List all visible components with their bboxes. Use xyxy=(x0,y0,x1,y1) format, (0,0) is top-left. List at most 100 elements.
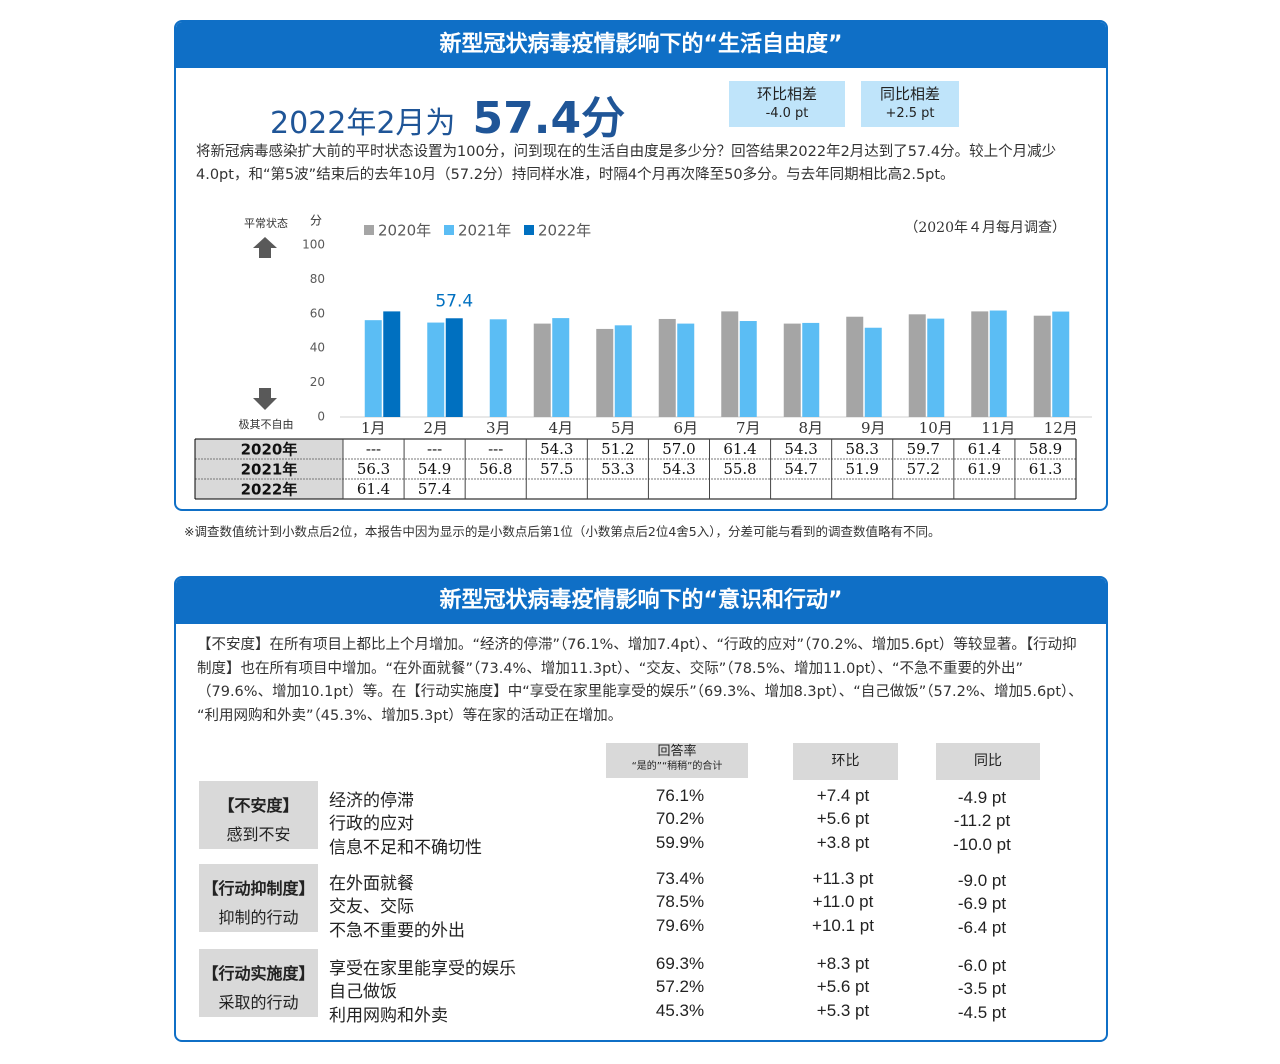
item-mom: +10.1 pt xyxy=(812,915,874,935)
chart-note: （2020年４月每月调查） xyxy=(904,220,1066,236)
legend-swatch xyxy=(444,225,454,235)
item-yoy: -3.5 pt xyxy=(957,979,1007,999)
badge-label: 环比相差 xyxy=(756,85,817,103)
x-tick-label: 5月 xyxy=(611,419,636,437)
group-label: 【行动实施度】 xyxy=(202,964,315,983)
header-mom: 环比 xyxy=(793,743,898,780)
bar xyxy=(971,311,989,417)
item-mom: +5.6 pt xyxy=(816,809,870,829)
legend-label: 2022年 xyxy=(538,222,591,240)
table-cell: 58.3 xyxy=(846,440,879,458)
table-cell: 53.3 xyxy=(601,460,634,478)
legend-swatch xyxy=(364,225,374,235)
group-box xyxy=(199,864,318,932)
bar xyxy=(677,323,695,417)
item-mom: +11.3 pt xyxy=(812,869,874,888)
bar xyxy=(533,323,551,417)
table-cell: 51.9 xyxy=(846,460,879,478)
item-yoy: -6.9 pt xyxy=(957,894,1007,914)
top-label: 平常状态 xyxy=(244,216,288,230)
panel-title: 新型冠状病毒疫情影响下的“意识和行动” xyxy=(176,578,1106,624)
item-yoy: -10.0 pt xyxy=(953,834,1011,854)
item-name: 信息不足和不确切性 xyxy=(329,837,482,858)
bar xyxy=(658,318,676,417)
item-rate: 45.3% xyxy=(655,1000,705,1020)
x-tick-label: 6月 xyxy=(673,419,698,437)
item-rate: 78.5% xyxy=(655,892,705,912)
item-mom: +8.3 pt xyxy=(816,954,870,973)
bar xyxy=(802,322,820,417)
footnote: ※调查数值统计到小数点后2位，本报告中因为显示的是小数点后第1位（小数第点后2位… xyxy=(184,524,941,539)
item-mom: +7.4 pt xyxy=(816,786,870,805)
item-name: 行政的应对 xyxy=(329,814,414,835)
bar xyxy=(864,327,882,417)
item-rate: 76.1% xyxy=(655,786,705,805)
x-tick-label: 7月 xyxy=(736,419,761,437)
group-sublabel: 感到不安 xyxy=(226,825,291,844)
panel-freedom: 新型冠状病毒疫情影响下的“生活自由度” xyxy=(174,20,1108,511)
y-tick-label: 40 xyxy=(310,341,325,355)
item-yoy: -4.9 pt xyxy=(957,788,1007,807)
header-subtext: “是的”“稍稍”的合计 xyxy=(631,761,723,772)
x-tick-label: 11月 xyxy=(981,419,1015,437)
group-sublabel: 抑制的行动 xyxy=(218,908,299,927)
bar xyxy=(1052,311,1070,417)
item-yoy: -9.0 pt xyxy=(957,871,1007,890)
arrow-down xyxy=(253,388,277,410)
bar xyxy=(908,314,926,417)
badge-value: -4.0 pt xyxy=(765,106,809,121)
table-cell: 54.7 xyxy=(784,460,817,478)
bar xyxy=(927,318,945,417)
table-cell: 61.9 xyxy=(968,460,1001,478)
table-cell: 54.3 xyxy=(784,440,817,458)
item-mom: +11.0 pt xyxy=(812,892,874,912)
table-cell: 57.0 xyxy=(662,440,695,458)
item-name: 经济的停滞 xyxy=(329,791,414,811)
table-head-bg xyxy=(195,439,343,499)
item-yoy: -6.0 pt xyxy=(957,956,1007,975)
item-name: 自己做饭 xyxy=(329,982,397,1003)
legend-label: 2020年 xyxy=(378,222,431,240)
badge: 环比相差 -4.0 pt xyxy=(729,81,845,127)
bar xyxy=(1033,315,1051,417)
item-name: 在外面就餐 xyxy=(329,874,414,894)
legend-label: 2021年 xyxy=(458,222,511,240)
item-name: 交友、交际 xyxy=(329,897,414,918)
table-cell: 54.3 xyxy=(662,460,695,478)
badge: 同比相差 +2.5 pt xyxy=(861,81,959,127)
y-tick-label: 60 xyxy=(310,306,325,320)
table-cell: 55.8 xyxy=(723,460,756,478)
header-text: 回答率 xyxy=(657,744,697,759)
bar xyxy=(364,320,382,417)
table-cell: --- xyxy=(488,440,503,458)
headline: 2022年2月为 57.4分 xyxy=(270,82,625,146)
item-mom: +5.6 pt xyxy=(816,977,870,997)
y-tick-label: 20 xyxy=(310,375,325,389)
group-box xyxy=(199,781,318,849)
bar xyxy=(989,310,1007,417)
table-cell: --- xyxy=(427,440,442,458)
header-rate: 回答率 “是的”“稍稍”的合计 xyxy=(606,743,748,778)
table-cell: 59.7 xyxy=(907,440,940,458)
table-cell: 51.2 xyxy=(601,440,634,458)
panel-awareness: 新型冠状病毒疫情影响下的“意识和行动” xyxy=(174,576,1108,1042)
y-unit: 分 xyxy=(310,214,322,228)
table-cell: 57.2 xyxy=(907,460,940,478)
x-tick-label: 8月 xyxy=(798,419,823,437)
table-cell: 61.3 xyxy=(1029,460,1062,478)
headline-value: 57.4分 xyxy=(472,93,626,144)
item-mom: +3.8 pt xyxy=(816,832,870,852)
description: 将新冠病毒感染扩大前的平时状态设置为100分，问到现在的生活自由度是多少分？回答… xyxy=(196,144,1057,183)
bar xyxy=(783,323,801,417)
arrow-up xyxy=(253,237,277,258)
group-label: 【不安度】 xyxy=(218,796,299,815)
bar xyxy=(739,321,757,417)
table-cell: 56.3 xyxy=(357,460,390,478)
bar xyxy=(445,318,463,417)
table-row-label: 2021年 xyxy=(241,461,298,479)
table-cell: 61.4 xyxy=(357,480,390,498)
table-cell: 57.5 xyxy=(540,460,573,478)
x-tick-label: 2月 xyxy=(423,419,448,437)
item-rate: 69.3% xyxy=(655,954,705,973)
